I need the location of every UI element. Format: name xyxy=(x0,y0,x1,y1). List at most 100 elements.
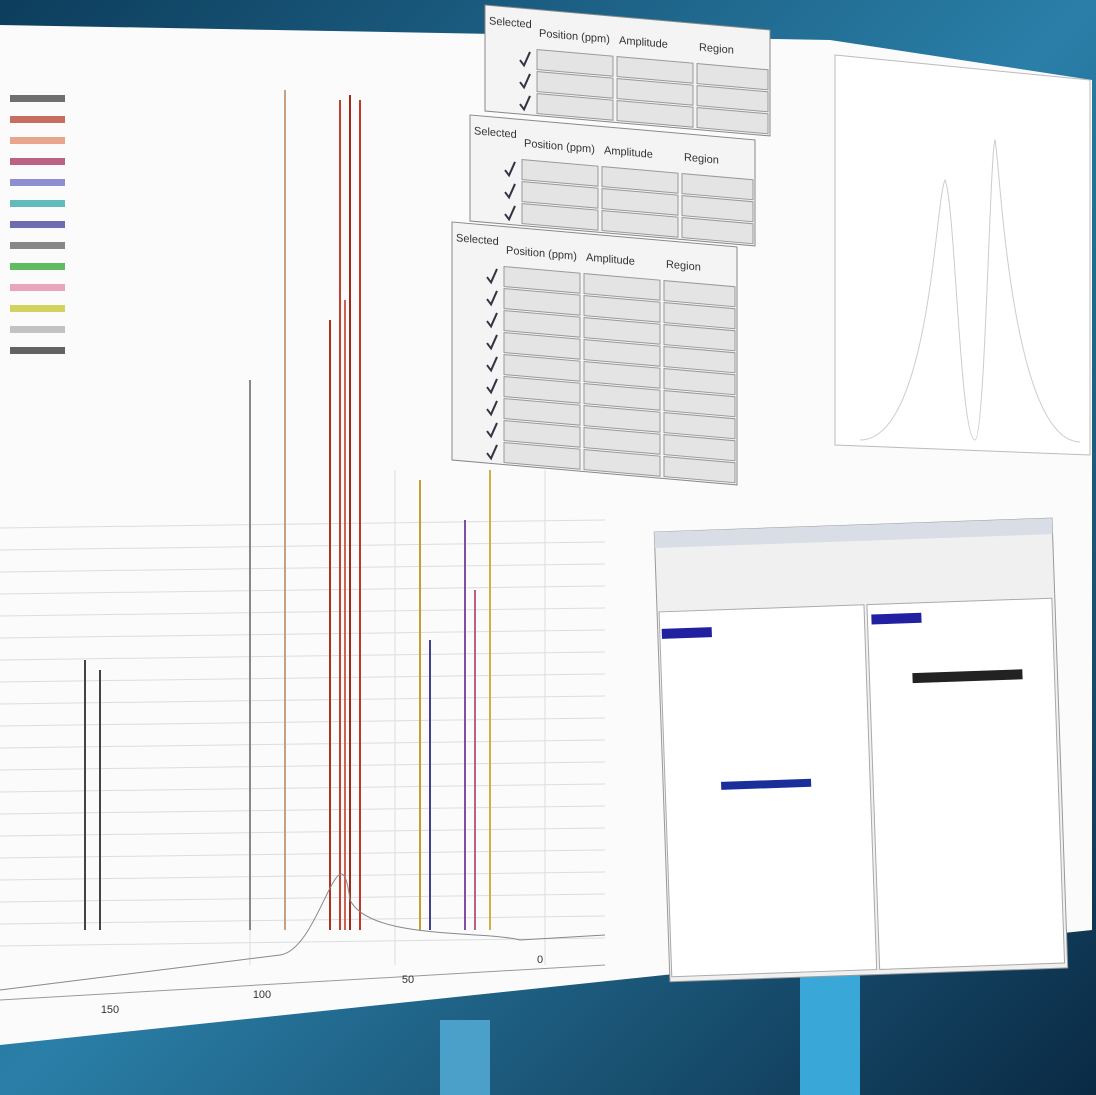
checkmark xyxy=(486,290,498,307)
checkmark xyxy=(486,334,498,351)
x-tick-label: 0 xyxy=(537,954,543,966)
x-tick-label: 50 xyxy=(402,974,414,986)
baseline xyxy=(0,873,606,991)
cell xyxy=(583,339,661,367)
legend-swatch xyxy=(10,179,65,186)
legend-swatch xyxy=(10,305,65,312)
legend-swatch xyxy=(10,200,65,207)
grid-line xyxy=(0,937,606,947)
label-box xyxy=(871,612,922,625)
cell xyxy=(601,188,679,216)
x-tick-label: 100 xyxy=(253,989,271,1001)
deco xyxy=(440,1020,490,1095)
legend-swatch xyxy=(10,242,65,249)
cell xyxy=(583,449,661,477)
label-box xyxy=(661,627,712,639)
grid-line xyxy=(0,541,606,551)
cell xyxy=(696,85,769,113)
plot-panel xyxy=(658,604,878,978)
legend-swatch xyxy=(10,137,65,144)
legend-swatch xyxy=(10,95,65,102)
checkmark xyxy=(519,95,531,112)
cell xyxy=(681,173,754,201)
legend-swatch xyxy=(10,326,65,333)
lower-window xyxy=(653,517,1069,983)
cell xyxy=(663,302,736,330)
grid-line xyxy=(0,519,606,529)
cell xyxy=(521,203,599,231)
column-header: Amplitude xyxy=(619,35,668,51)
cell xyxy=(503,398,581,426)
column-header: Selected xyxy=(456,232,499,248)
cell xyxy=(536,49,614,77)
legend-swatch xyxy=(10,263,65,270)
checkmark xyxy=(504,205,516,222)
cell xyxy=(503,288,581,316)
cell xyxy=(601,210,679,238)
cell xyxy=(536,93,614,121)
plot-panel xyxy=(866,597,1066,970)
checkmark xyxy=(486,422,498,439)
cell xyxy=(663,368,736,396)
cell xyxy=(696,107,769,135)
deco xyxy=(800,960,860,1095)
cell xyxy=(503,332,581,360)
cell xyxy=(503,420,581,448)
legend-swatch xyxy=(10,284,65,291)
cell xyxy=(521,159,599,187)
cell xyxy=(583,295,661,323)
cell xyxy=(663,390,736,418)
checkmark xyxy=(486,356,498,373)
cell xyxy=(583,361,661,389)
upper-plot xyxy=(834,54,1091,456)
cell xyxy=(503,442,581,470)
cell xyxy=(663,434,736,462)
cell xyxy=(616,78,694,106)
grid-line xyxy=(0,585,606,595)
cell xyxy=(616,100,694,128)
checkmark xyxy=(486,400,498,417)
cell xyxy=(503,310,581,338)
cell xyxy=(663,346,736,374)
cell xyxy=(536,71,614,99)
cell xyxy=(583,405,661,433)
checkmark xyxy=(486,268,498,285)
cell xyxy=(521,181,599,209)
x-tick-label: 150 xyxy=(101,1004,119,1016)
cell xyxy=(583,317,661,345)
cell xyxy=(663,456,736,484)
legend-swatch xyxy=(10,116,65,123)
cell xyxy=(503,266,581,294)
cluster xyxy=(912,669,1023,684)
column-header: Amplitude xyxy=(586,252,635,268)
checkmark xyxy=(486,312,498,329)
legend-swatch xyxy=(10,158,65,165)
checkmark xyxy=(519,51,531,68)
checkmark xyxy=(504,183,516,200)
axis xyxy=(0,964,606,1001)
grid-line xyxy=(0,629,606,639)
cell xyxy=(503,376,581,404)
title-bar xyxy=(654,518,1053,549)
cell xyxy=(681,217,754,245)
cell xyxy=(503,354,581,382)
checkmark xyxy=(519,73,531,90)
column-header: Selected xyxy=(489,15,532,31)
cell xyxy=(583,273,661,301)
column-header: Amplitude xyxy=(604,145,653,161)
column-header: Region xyxy=(666,259,701,274)
grid-line xyxy=(0,651,606,661)
cell xyxy=(601,166,679,194)
grid-line xyxy=(0,563,606,573)
checkmark xyxy=(486,444,498,461)
cell xyxy=(696,63,769,91)
legend-swatch xyxy=(10,221,65,228)
checkmark xyxy=(504,161,516,178)
upper-curve xyxy=(859,138,1081,443)
cell xyxy=(583,383,661,411)
